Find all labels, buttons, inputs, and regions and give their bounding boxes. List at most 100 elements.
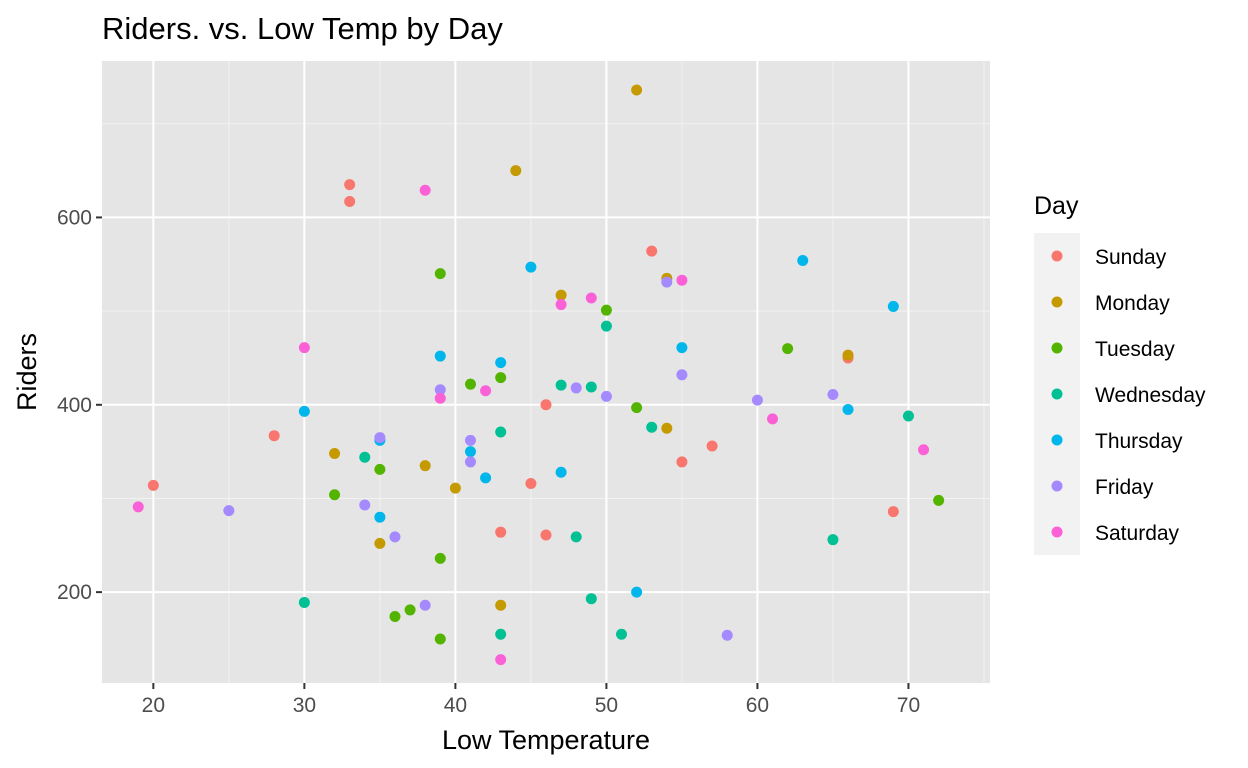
data-point [676,369,688,381]
data-point [359,451,371,463]
data-point [767,413,779,425]
data-point [464,456,476,468]
data-point [464,434,476,446]
data-point [434,268,446,280]
plot-panel [102,61,990,683]
legend-key [1051,434,1063,446]
y-axis-title: Riders [12,333,42,411]
data-points [132,84,945,666]
data-point [631,84,643,96]
data-point [918,444,930,456]
legend-label: Tuesday [1095,338,1175,361]
data-point [555,289,567,301]
data-point [525,477,537,489]
data-point [887,300,899,312]
data-point [661,422,673,434]
data-point [676,456,688,468]
x-tick-label: 50 [595,694,618,717]
data-point [631,402,643,414]
legend-key [1051,526,1063,538]
data-point [555,466,567,478]
x-tick-label: 30 [293,694,316,717]
legend: Day Sunday Monday Tuesday Wednesday Thursday… [1034,192,1206,555]
legend-label: Friday [1095,476,1154,499]
data-point [374,463,386,475]
legend-label: Saturday [1095,522,1180,545]
data-point [706,440,718,452]
data-point [600,304,612,316]
data-point [751,394,763,406]
legend-label: Thursday [1095,430,1183,453]
legend-label: Sunday [1095,246,1167,269]
data-point [359,499,371,511]
x-tick-label: 70 [897,694,920,717]
data-point [827,388,839,400]
data-point [646,245,658,257]
data-point [827,534,839,546]
x-tick-label: 40 [444,694,467,717]
data-point [540,399,552,411]
legend-title: Day [1034,192,1079,220]
data-point [495,372,507,384]
data-point [298,405,310,417]
data-point [676,342,688,354]
data-point [389,531,401,543]
legend-key [1051,480,1063,492]
data-point [480,385,492,397]
data-point [329,447,341,459]
data-point [600,320,612,332]
data-point [902,410,914,422]
data-point [449,482,461,494]
legend-key [1051,296,1063,308]
data-point [570,382,582,394]
data-point [223,505,235,517]
legend-label: Monday [1095,292,1170,315]
x-axis-title: Low Temperature [442,725,650,755]
data-point [344,179,356,191]
data-point [298,596,310,608]
data-point [646,421,658,433]
data-point [344,196,356,208]
data-point [585,381,597,393]
y-axis: 200 400 600 [57,206,102,604]
data-point [147,479,159,491]
data-point [464,446,476,458]
data-point [721,629,733,641]
data-point [782,343,794,355]
data-point [495,426,507,438]
data-point [464,378,476,390]
data-point [570,531,582,543]
y-tick-label: 400 [57,394,92,417]
data-point [676,274,688,286]
data-point [434,350,446,362]
data-point [389,610,401,622]
data-point [434,392,446,404]
y-tick-label: 600 [57,206,92,229]
legend-key [1051,250,1063,262]
data-point [374,432,386,444]
data-point [540,529,552,541]
data-point [495,357,507,369]
data-point [298,342,310,354]
y-tick-label: 200 [57,581,92,604]
data-point [887,506,899,518]
data-point [329,489,341,501]
data-point [495,526,507,538]
data-point [842,403,854,415]
data-point [555,379,567,391]
data-point [419,184,431,196]
data-point [555,299,567,311]
data-point [525,261,537,273]
legend-key [1051,388,1063,400]
data-point [933,494,945,506]
legend-label: Wednesday [1095,384,1206,407]
data-point [434,633,446,645]
x-axis: 20 30 40 50 60 70 [142,683,920,717]
data-point [434,384,446,396]
data-point [495,599,507,611]
data-point [480,472,492,484]
data-point [797,255,809,267]
data-point [419,599,431,611]
data-point [434,552,446,564]
